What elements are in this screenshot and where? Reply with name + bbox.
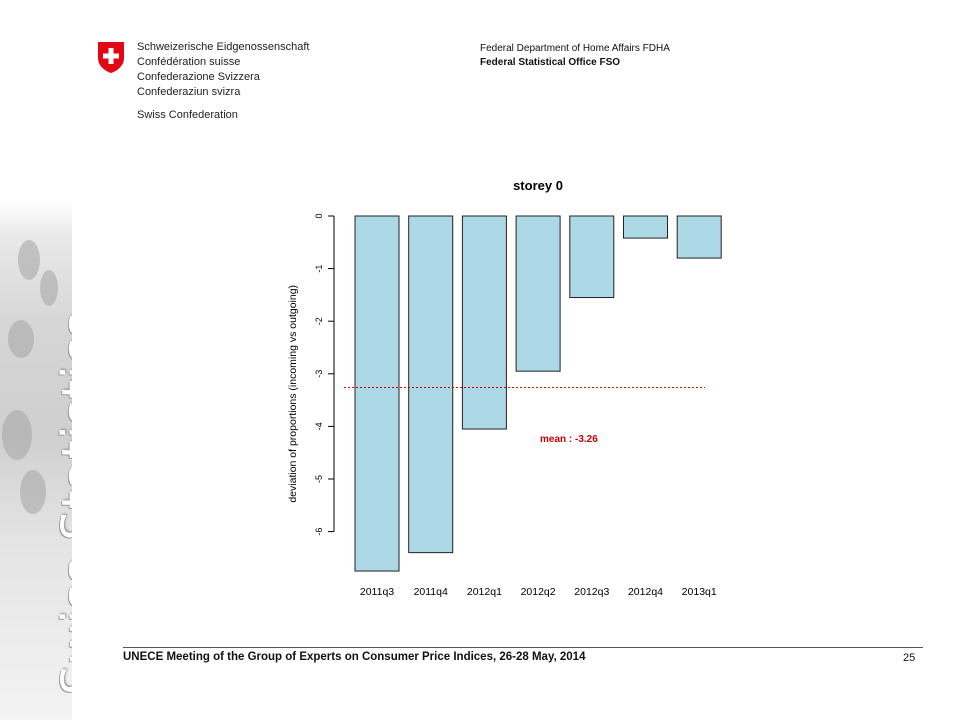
bar-2012q4 (623, 215, 668, 239)
y-axis: 0 -1 -2 -3 -4 -5 -6 (314, 213, 335, 536)
photo-figure (18, 240, 40, 280)
x-tick-label: 2012q4 (628, 586, 663, 598)
confederation-name-it: Confederazione Svizzera (137, 71, 260, 83)
bar-2012q2 (515, 215, 561, 372)
y-tick-label: -1 (314, 265, 324, 273)
bar-2012q3 (569, 215, 615, 299)
bar-2011q4 (408, 215, 454, 554)
footer-meeting: UNECE Meeting of the Group of Experts on… (123, 651, 586, 663)
bars (354, 215, 722, 572)
y-tick-label: -5 (314, 475, 324, 483)
swiss-cross-icon (96, 40, 126, 74)
x-tick-label: 2013q1 (682, 586, 717, 598)
photo-figure (8, 320, 34, 358)
department-block: Federal Department of Home Affairs FDHA … (480, 42, 670, 70)
confederation-name-de: Schweizerische Eidgenossenschaft (137, 41, 310, 53)
y-tick-label: -2 (314, 317, 324, 325)
page-number: 25 (903, 652, 916, 664)
sidebar-banner: Swiss Statistics (0, 0, 72, 720)
photo-figure (40, 270, 58, 306)
chart-title: storey 0 (513, 178, 563, 193)
y-tick-label: -3 (314, 370, 324, 378)
x-tick-label: 2012q3 (574, 586, 609, 598)
photo-figure (20, 470, 46, 514)
x-tick-label: 2012q2 (521, 586, 556, 598)
y-tick-label: -4 (314, 422, 324, 430)
x-tick-label: 2011q3 (360, 586, 394, 598)
mean-label: mean : -3.26 (540, 434, 598, 445)
x-tick-label: 2012q1 (467, 586, 502, 598)
confederation-name-en: Swiss Confederation (137, 109, 238, 121)
y-tick-label: 0 (314, 213, 324, 218)
footer-divider (123, 647, 923, 648)
bar-2012q1 (461, 215, 507, 430)
bar-2011q3 (354, 215, 400, 572)
photo-figure (2, 410, 32, 460)
confederation-name-fr: Confédération suisse (137, 56, 241, 68)
department-name: Federal Department of Home Affairs FDHA (480, 43, 670, 54)
confederation-names: Schweizerische Eidgenossenschaft Confédé… (137, 40, 309, 100)
x-tick-label: 2011q4 (414, 586, 448, 598)
y-axis-label: deviation of proportions (incoming vs ou… (287, 285, 299, 503)
x-tick-labels: 2011q3 2011q4 2012q1 2012q2 2012q3 2012q4 2013… (360, 586, 717, 598)
office-name: Federal Statistical Office FSO (480, 57, 621, 68)
y-tick-label: -6 (314, 528, 324, 536)
bar-2013q1 (676, 215, 722, 259)
confederation-name-rm: Confederaziun svizra (137, 86, 241, 98)
